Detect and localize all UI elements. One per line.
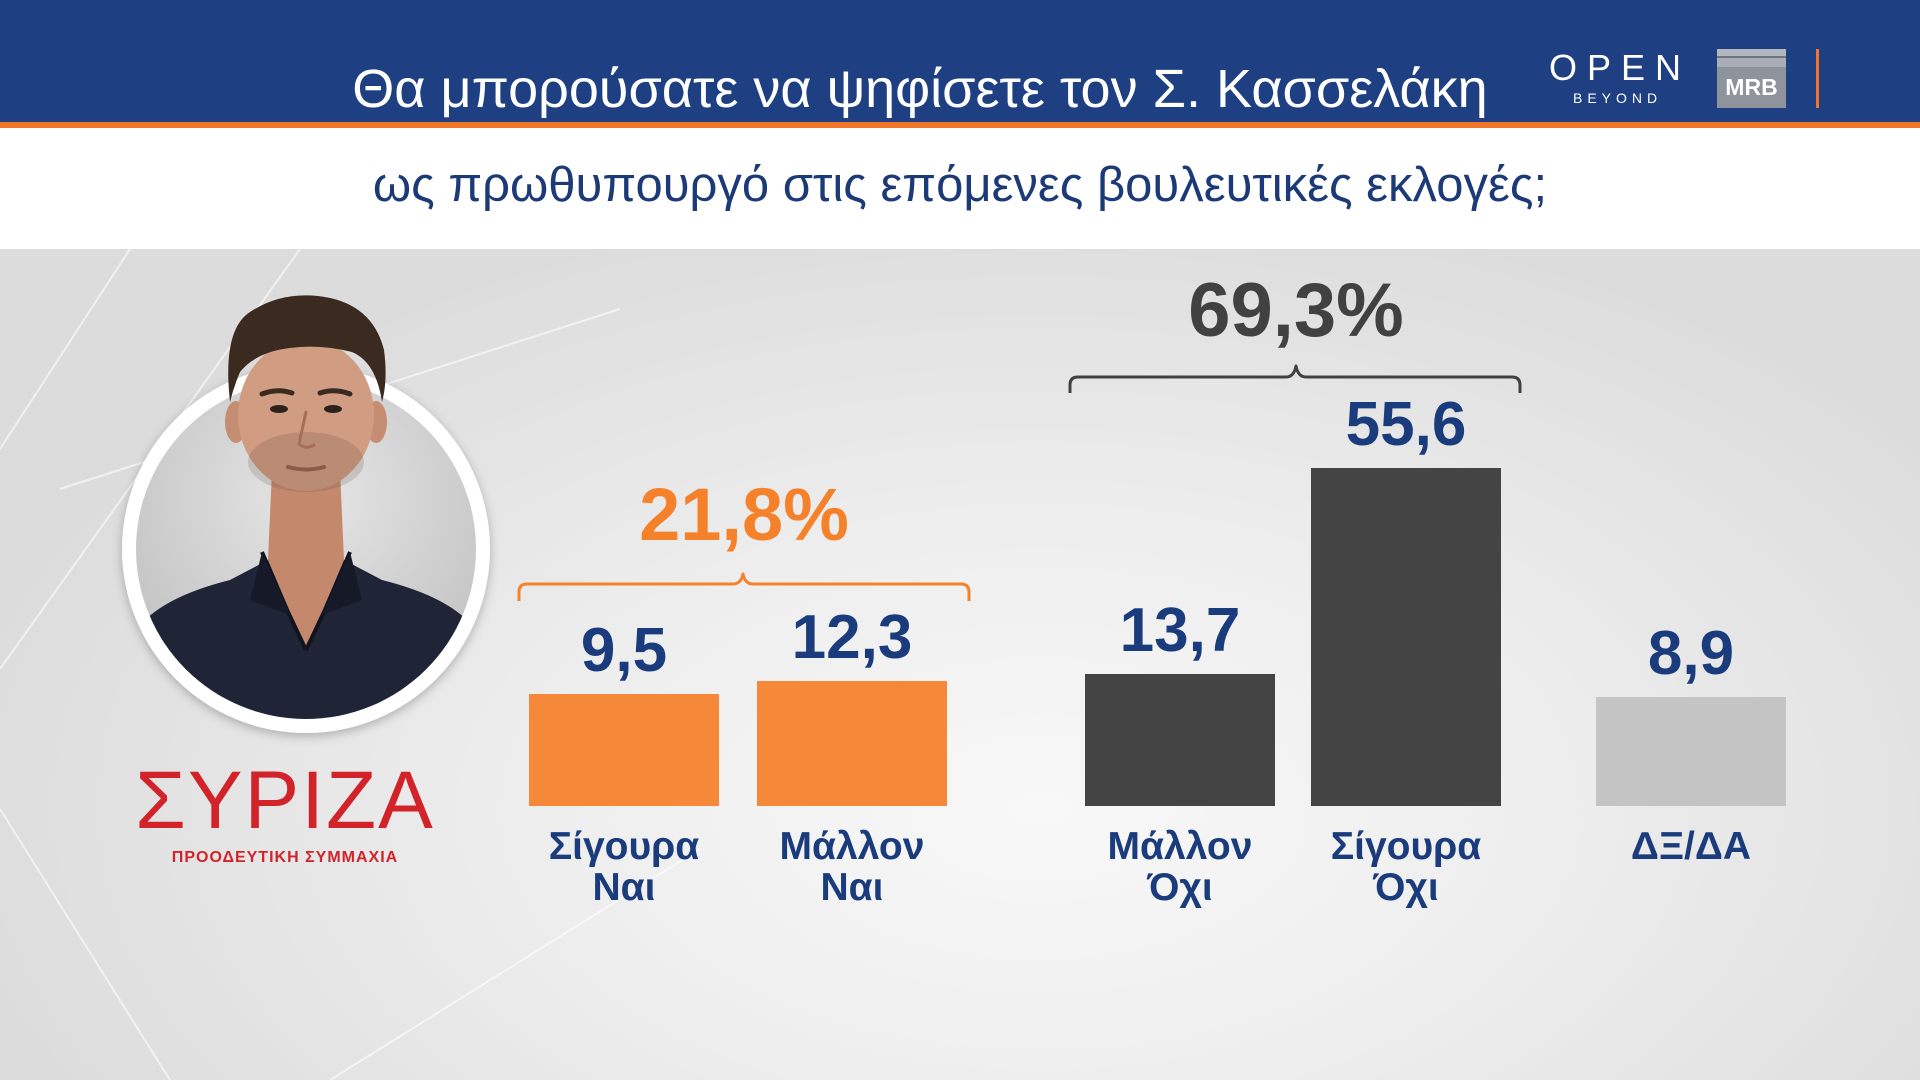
value-label-mallon-nai: 12,3	[791, 602, 913, 672]
party-logo-name: ΣΥΡΙΖΑ	[135, 755, 435, 846]
pollster-logo-text: MRB	[1725, 74, 1778, 100]
category-label-dk-na: ΔΞ/ΔΑ	[1630, 825, 1752, 868]
party-logo: ΣΥΡΙΖΑ ΠΡΟΟΔΕΥΤΙΚΗ ΣΥΜΜΑΧΙΑ	[135, 760, 435, 866]
header-bar	[0, 0, 1920, 122]
value-label-dk-na: 8,9	[1647, 619, 1735, 689]
bar-group-sigoura-nai: 9,5	[529, 0, 719, 806]
bar-sigoura-nai	[529, 694, 719, 806]
category-label-mallon-nai: Μάλλον Ναι	[779, 825, 925, 909]
header-divider	[1816, 49, 1819, 108]
bar-group-dk-na: 8,9	[1596, 0, 1786, 806]
subtitle-band	[0, 128, 1920, 249]
pollster-logo: MRB	[1717, 49, 1786, 108]
page-subtitle: ως πρωθυπουργό στις επόμενες βουλευτικές…	[372, 158, 1548, 212]
category-label-mallon-ochi: Μάλλον Όχι	[1107, 825, 1253, 909]
bar-sigoura-ochi	[1311, 467, 1501, 806]
value-label-sigoura-nai: 9,5	[580, 616, 668, 686]
bar-group-mallon-nai: 12,3	[757, 0, 947, 806]
bar-mallon-nai	[757, 680, 947, 806]
party-logo-tagline: ΠΡΟΟΔΕΥΤΙΚΗ ΣΥΜΜΑΧΙΑ	[171, 849, 399, 866]
category-label-sigoura-nai: Σίγουρα Ναι	[548, 825, 700, 909]
page-title: Θα μπορούσατε να ψηφίσετε τον Σ. Κασσελά…	[352, 59, 1488, 119]
value-label-sigoura-ochi: 55,6	[1345, 389, 1467, 459]
category-label-sigoura-ochi: Σίγουρα Όχι	[1330, 825, 1482, 909]
bar-group-mallon-ochi: 13,7	[1085, 0, 1275, 806]
group-total-yes: 21,8%	[639, 473, 849, 556]
channel-logo-tagline: BEYOND	[1573, 90, 1663, 106]
pollster-logo-stripes	[1717, 49, 1786, 67]
bar-mallon-ochi	[1085, 673, 1275, 806]
group-total-no: 69,3%	[1188, 268, 1404, 353]
channel-logo: OPEN	[1549, 47, 1692, 88]
bar-group-sigoura-ochi: 55,6	[1311, 0, 1501, 806]
header-accent-line	[0, 122, 1920, 128]
bar-dk-na	[1596, 697, 1786, 806]
value-label-mallon-ochi: 13,7	[1119, 595, 1241, 665]
